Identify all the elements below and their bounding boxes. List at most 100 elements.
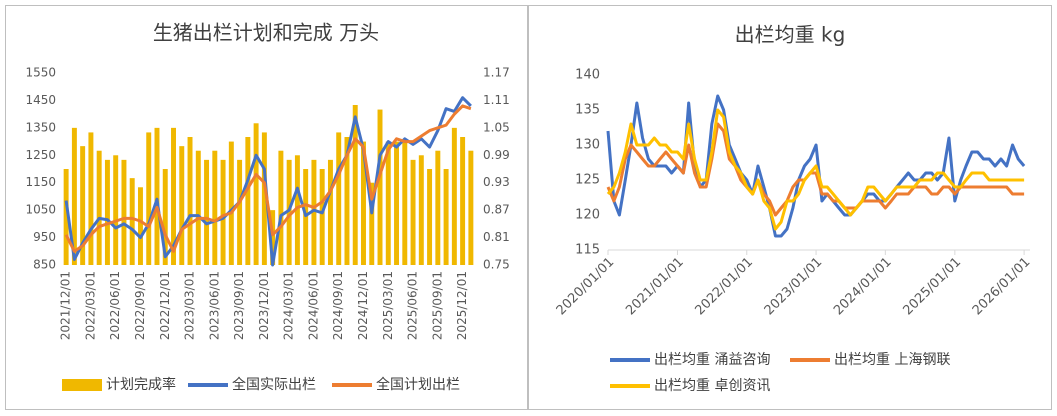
legend-label: 出栏均重 卓创资讯 <box>654 378 770 394</box>
bar <box>228 141 234 265</box>
y2-tick-label: 0.99 <box>483 148 510 162</box>
bar <box>435 150 441 265</box>
y-tick-label: 125 <box>575 173 600 188</box>
x-tick-label: 2025/03/01 <box>381 271 395 340</box>
panel-border <box>5 5 528 410</box>
x-tick-label: 2025/06/01 <box>406 271 420 340</box>
y-tick-label: 1250 <box>25 148 56 162</box>
y-tick-label: 1150 <box>25 175 56 189</box>
bar <box>162 169 168 265</box>
x-tick-label: 2022/09/01 <box>133 271 147 340</box>
x-tick-label: 2024/12/01 <box>356 271 370 340</box>
x-tick-label: 2023/09/01 <box>232 271 246 340</box>
bar <box>327 159 333 265</box>
y2-tick-label: 1.17 <box>483 66 510 80</box>
x-tick-label: 2025/12/01 <box>455 271 469 340</box>
y2-tick-label: 0.93 <box>483 175 510 189</box>
legend-label: 出栏均重 涌益咨询 <box>654 352 770 368</box>
x-tick-label: 2022/01/01 <box>692 255 756 319</box>
bar <box>443 169 449 265</box>
bar <box>220 159 226 265</box>
bar <box>418 155 424 265</box>
x-tick-label: 2021/12/01 <box>59 271 73 340</box>
bar <box>121 159 127 265</box>
y-tick-label: 120 <box>575 208 600 223</box>
bar <box>294 155 300 265</box>
x-tick-label: 2023/01/01 <box>762 255 826 319</box>
bar <box>204 159 210 265</box>
bar <box>80 146 86 265</box>
y2-tick-label: 0.81 <box>483 230 510 244</box>
x-tick-label: 2023/03/01 <box>183 271 197 340</box>
line <box>64 104 472 253</box>
legend-label: 全国计划出栏 <box>376 376 460 393</box>
x-tick-label: 2024/06/01 <box>306 271 320 340</box>
y-tick-label: 1450 <box>25 93 56 107</box>
bar <box>71 127 77 265</box>
bar <box>253 123 259 266</box>
y-tick-label: 1350 <box>25 120 56 134</box>
bar <box>137 187 143 265</box>
bar <box>311 159 317 265</box>
bar <box>187 137 193 265</box>
bar <box>154 127 160 265</box>
x-tick-label: 2024/01/01 <box>831 255 895 319</box>
bar <box>344 137 350 265</box>
bar <box>104 159 110 265</box>
bar <box>278 150 284 265</box>
bar <box>195 150 201 265</box>
x-tick-label: 2022/06/01 <box>108 271 122 340</box>
bar <box>319 169 325 265</box>
y-tick-label: 135 <box>575 103 600 118</box>
bar <box>377 109 383 265</box>
y-tick-label: 140 <box>575 68 600 83</box>
y-tick-label: 850 <box>33 258 56 272</box>
bar <box>369 182 375 265</box>
y-tick-label: 130 <box>575 138 600 153</box>
bar <box>212 150 218 265</box>
bar <box>96 150 102 265</box>
x-tick-label: 2023/06/01 <box>207 271 221 340</box>
y-tick-label: 115 <box>575 243 600 258</box>
bar <box>270 210 276 265</box>
bar <box>394 141 400 265</box>
x-tick-label: 2025/01/01 <box>901 255 965 319</box>
bar <box>245 137 251 265</box>
bar <box>385 141 391 265</box>
x-tick-label: 2024/03/01 <box>282 271 296 340</box>
bar <box>451 127 457 265</box>
x-tick-label: 2024/09/01 <box>331 271 345 340</box>
x-tick-label: 2022/03/01 <box>83 271 97 340</box>
line <box>606 108 1025 231</box>
bar <box>336 132 342 265</box>
bar <box>146 132 152 265</box>
bar <box>460 137 466 265</box>
legend-label: 出栏均重 上海钢联 <box>834 352 950 368</box>
legend-swatch <box>62 379 102 391</box>
x-tick-label: 2021/01/01 <box>623 255 687 319</box>
y2-tick-label: 0.75 <box>483 258 510 272</box>
chart-title: 生猪出栏计划和完成 万头 <box>153 21 379 45</box>
bar <box>410 159 416 265</box>
x-tick-label: 2025/09/01 <box>430 271 444 340</box>
line <box>64 96 472 267</box>
x-tick-label: 2020/01/01 <box>554 255 618 319</box>
bar <box>113 155 119 265</box>
y2-tick-label: 1.05 <box>483 120 510 134</box>
bar <box>237 159 243 265</box>
bar <box>361 141 366 265</box>
bar <box>352 105 358 265</box>
bar <box>63 169 69 265</box>
bar <box>427 169 433 265</box>
x-tick-label: 2022/12/01 <box>158 271 172 340</box>
line <box>606 122 1025 217</box>
y2-tick-label: 0.87 <box>483 203 510 217</box>
y-tick-label: 1550 <box>25 66 56 80</box>
panel-border <box>528 5 1052 410</box>
x-tick-label: 2026/01/01 <box>970 255 1034 319</box>
y2-tick-label: 1.11 <box>483 93 510 107</box>
bar <box>129 178 135 265</box>
bar <box>286 159 292 265</box>
bar <box>402 141 408 265</box>
